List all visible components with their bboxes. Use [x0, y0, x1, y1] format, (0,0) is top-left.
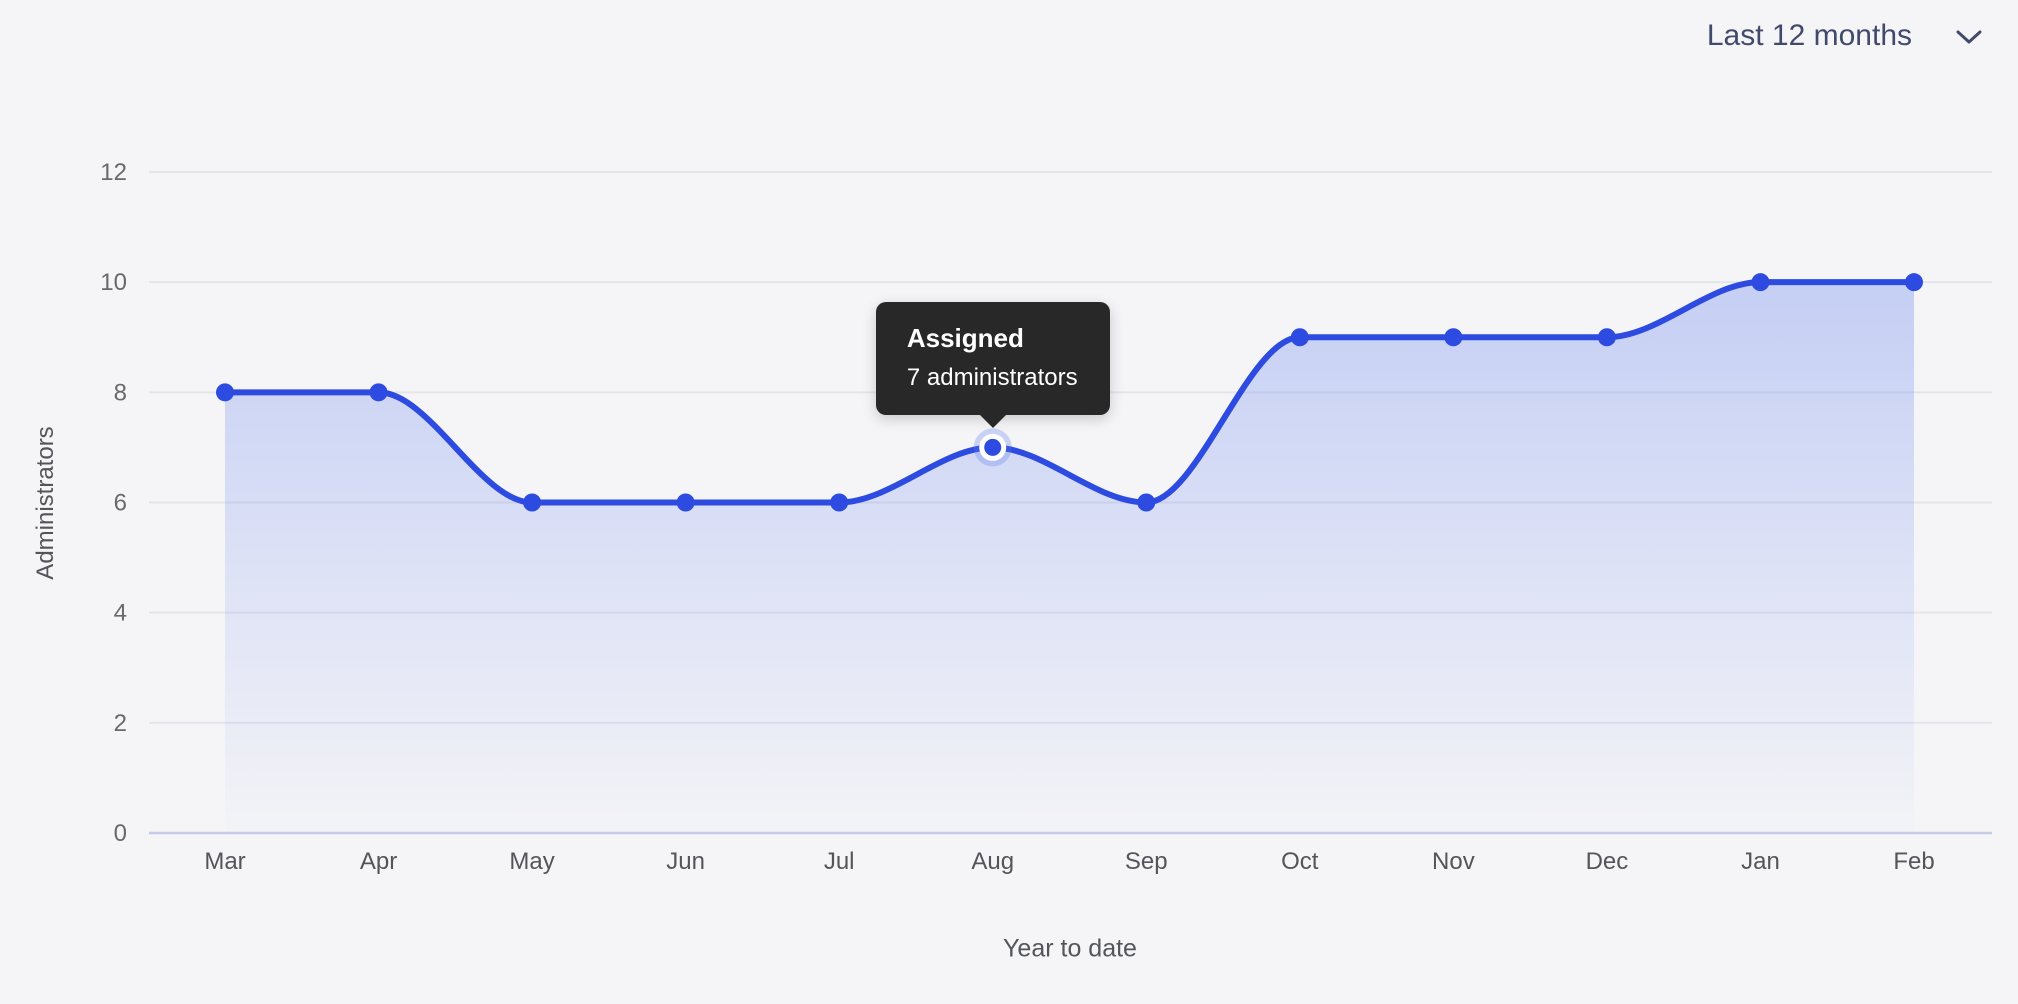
y-axis-title: Administrators — [32, 426, 59, 580]
x-axis-title: Year to date — [1003, 934, 1137, 963]
y-tick-label: 4 — [114, 600, 127, 627]
x-tick-label: Jun — [666, 848, 705, 875]
data-point[interactable] — [830, 493, 849, 512]
x-tick-label: Feb — [1893, 848, 1934, 875]
x-tick-label: Dec — [1586, 848, 1629, 875]
date-range-label: Last 12 months — [1706, 19, 1912, 52]
tooltip: Assigned 7 administrators — [875, 302, 1110, 429]
x-tick-label: Oct — [1281, 848, 1319, 875]
tooltip-value: 7 administrators — [906, 364, 1078, 392]
tooltip-title: Assigned — [906, 323, 1024, 354]
series-line — [222, 279, 1917, 506]
data-point[interactable] — [369, 383, 388, 402]
data-point-active[interactable] — [979, 433, 1007, 461]
y-tick-label: 12 — [100, 159, 127, 186]
x-tick-label: Apr — [360, 848, 397, 875]
x-tick-label: Mar — [204, 848, 245, 875]
x-tick-label: Aug — [971, 848, 1014, 875]
area-fill — [225, 282, 1914, 834]
x-tick-label: Jan — [1741, 848, 1780, 875]
data-point[interactable] — [1444, 328, 1463, 347]
y-tick-label: 10 — [100, 269, 127, 296]
data-point[interactable] — [1905, 273, 1923, 292]
x-tick-label: Nov — [1432, 848, 1475, 875]
x-tick-label: May — [509, 848, 554, 875]
data-point[interactable] — [676, 493, 695, 512]
x-tick-label: Sep — [1125, 848, 1168, 875]
data-point[interactable] — [1751, 273, 1770, 292]
data-point[interactable] — [216, 383, 234, 402]
data-point[interactable] — [1597, 328, 1616, 347]
date-range-dropdown[interactable]: Last 12 months — [1707, 14, 1982, 58]
y-tick-label: 2 — [114, 710, 127, 737]
y-tick-label: 8 — [114, 379, 127, 406]
data-point[interactable] — [1290, 328, 1309, 347]
x-tick-label: Jul — [824, 848, 855, 875]
data-point[interactable] — [523, 493, 542, 512]
chevron-down-icon — [1956, 18, 1982, 54]
y-tick-label: 6 — [114, 490, 127, 517]
data-point[interactable] — [1137, 493, 1156, 512]
y-tick-label: 0 — [114, 820, 127, 847]
tooltip-caret — [978, 414, 1007, 429]
